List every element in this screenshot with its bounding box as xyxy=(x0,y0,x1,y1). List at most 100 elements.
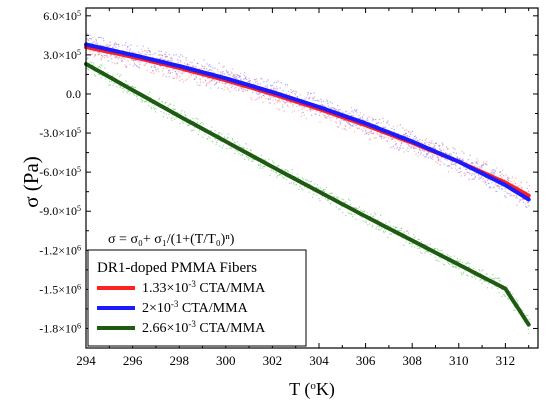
scatter-point xyxy=(319,187,322,189)
scatter-point xyxy=(442,143,444,145)
scatter-point xyxy=(496,185,498,187)
scatter-point xyxy=(382,117,384,120)
scatter-point xyxy=(131,59,133,61)
scatter-point xyxy=(327,198,329,200)
scatter-point xyxy=(172,108,174,110)
scatter-point xyxy=(405,241,407,243)
scatter-point xyxy=(383,136,385,138)
scatter-point xyxy=(169,103,171,105)
scatter-point xyxy=(519,184,521,187)
scatter-point xyxy=(362,130,364,132)
scatter-point xyxy=(141,99,143,101)
scatter-point xyxy=(207,77,209,79)
scatter-point xyxy=(198,130,200,132)
scatter-point xyxy=(185,79,187,81)
scatter-point xyxy=(355,218,357,220)
scatter-point xyxy=(314,113,316,115)
scatter-point xyxy=(177,61,179,63)
scatter-point xyxy=(196,121,198,123)
scatter-point xyxy=(155,68,157,70)
scatter-point xyxy=(122,91,124,93)
scatter-point xyxy=(216,81,218,83)
scatter-point xyxy=(465,162,467,164)
scatter-point xyxy=(392,225,394,228)
scatter-point xyxy=(241,87,243,89)
scatter-point xyxy=(517,304,519,306)
scatter-point xyxy=(209,64,211,66)
scatter-point xyxy=(174,118,176,120)
y-tick-label: -1.5×106 xyxy=(39,282,81,297)
scatter-point xyxy=(401,142,403,144)
scatter-point xyxy=(347,212,349,214)
scatter-point xyxy=(104,67,106,69)
scatter-point xyxy=(264,93,266,95)
scatter-point xyxy=(319,121,321,123)
scatter-point xyxy=(266,86,268,88)
scatter-point xyxy=(420,241,422,243)
scatter-point xyxy=(426,244,428,246)
scatter-point xyxy=(124,44,126,46)
scatter-point xyxy=(404,133,406,135)
scatter-point xyxy=(223,65,225,67)
scatter-point xyxy=(484,280,487,283)
legend-label-2: 2×10-3 CTA/MMA xyxy=(142,299,249,316)
scatter-point xyxy=(171,114,173,116)
scatter-point xyxy=(449,159,452,162)
scatter-point xyxy=(528,184,530,187)
scatter-point xyxy=(169,69,171,71)
x-tick-label: 296 xyxy=(123,353,143,368)
scatter-point xyxy=(435,142,437,144)
scatter-point xyxy=(391,127,393,129)
scatter-point xyxy=(218,134,220,136)
scatter-point xyxy=(227,136,229,138)
scatter-point xyxy=(162,75,164,77)
scatter-point xyxy=(94,42,97,44)
scatter-point xyxy=(441,149,443,151)
scatter-point xyxy=(498,186,500,188)
scatter-point xyxy=(488,283,490,285)
scatter-point xyxy=(527,314,529,316)
scatter-point xyxy=(305,179,307,181)
scatter-point xyxy=(160,110,162,113)
scatter-point xyxy=(272,99,274,101)
scatter-point xyxy=(101,75,103,77)
scatter-point xyxy=(132,51,134,53)
scatter-point xyxy=(314,191,316,193)
scatter-point xyxy=(269,102,271,104)
scatter-point xyxy=(441,142,443,144)
scatter-point xyxy=(184,62,186,64)
scatter-point xyxy=(310,92,312,94)
scatter-point xyxy=(318,198,320,200)
scatter-point xyxy=(499,171,501,173)
scatter-point xyxy=(446,159,448,161)
scatter-point xyxy=(330,119,332,121)
scatter-point xyxy=(99,66,101,69)
scatter-point xyxy=(314,183,316,185)
scatter-point xyxy=(150,54,152,56)
scatter-point xyxy=(293,110,295,112)
scatter-point xyxy=(501,288,503,290)
scatter-point xyxy=(136,95,138,97)
scatter-point xyxy=(382,230,385,232)
scatter-point xyxy=(108,84,110,86)
scatter-point xyxy=(481,167,483,169)
scatter-point xyxy=(302,111,304,113)
scatter-point xyxy=(385,136,387,139)
scatter-point xyxy=(465,263,467,265)
scatter-point xyxy=(491,278,493,280)
scatter-point xyxy=(189,119,192,121)
scatter-point xyxy=(177,59,179,61)
scatter-point xyxy=(396,146,398,148)
scatter-point xyxy=(457,157,459,159)
scatter-point xyxy=(526,187,528,189)
scatter-point xyxy=(148,101,150,103)
scatter-point xyxy=(217,68,219,70)
scatter-point xyxy=(204,65,206,67)
scatter-point xyxy=(247,157,249,159)
scatter-point xyxy=(264,159,266,161)
scatter-point xyxy=(368,121,370,123)
scatter-point xyxy=(292,103,294,105)
scatter-point xyxy=(327,115,329,117)
scatter-point xyxy=(365,130,367,132)
